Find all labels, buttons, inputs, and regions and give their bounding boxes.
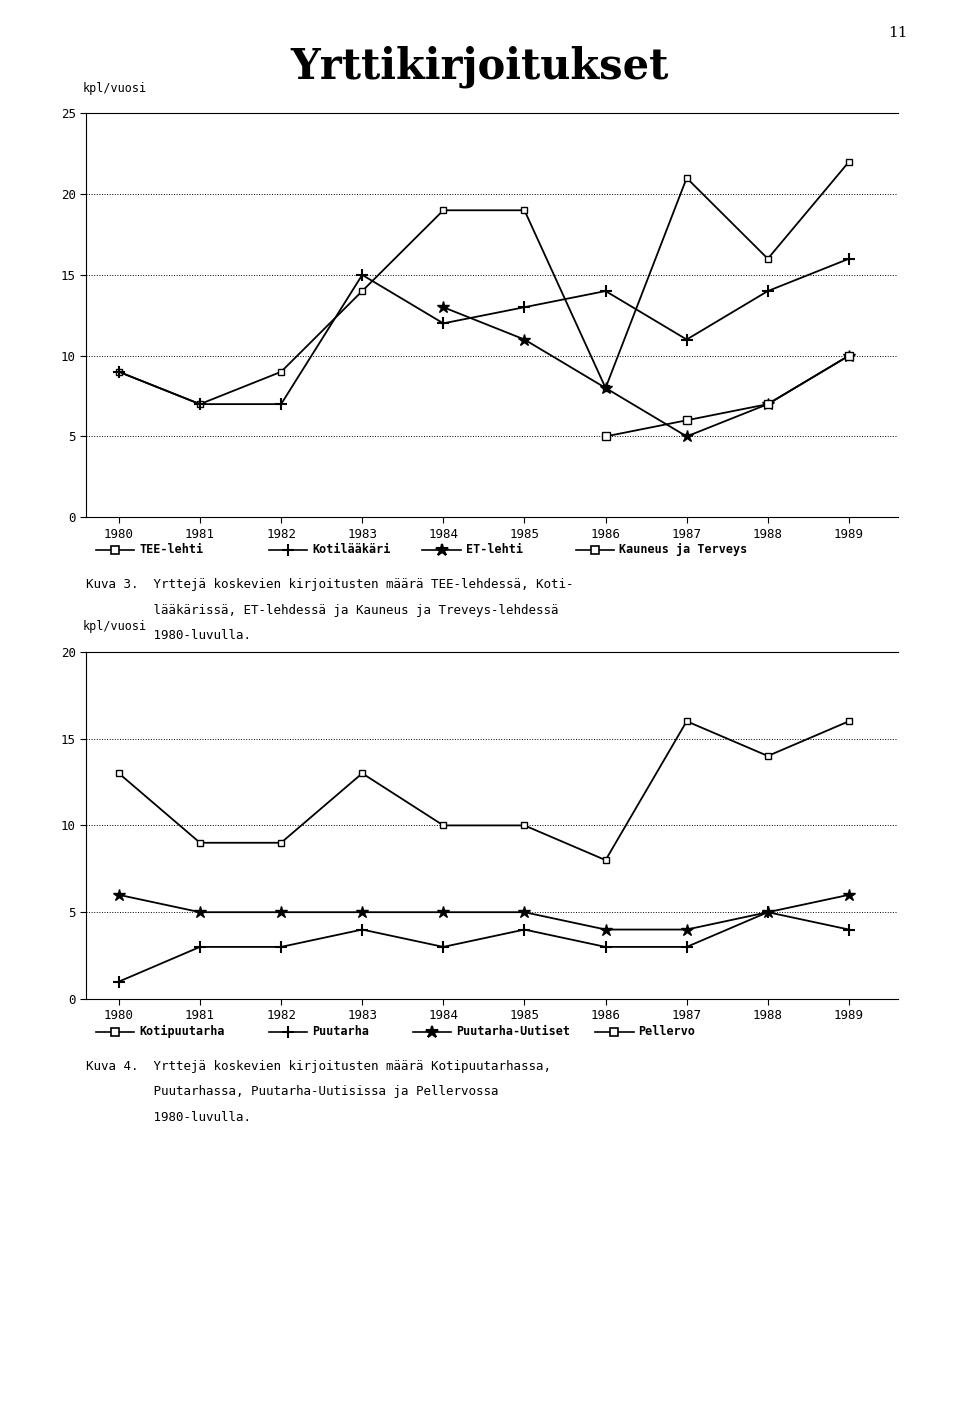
Text: ET-lehti: ET-lehti — [466, 543, 522, 557]
Text: lääkärissä, ET-lehdessä ja Kauneus ja Treveys-lehdessä: lääkärissä, ET-lehdessä ja Kauneus ja Tr… — [86, 604, 559, 616]
Text: kpl/vuosi: kpl/vuosi — [83, 82, 147, 95]
Text: 1980-luvulla.: 1980-luvulla. — [86, 629, 252, 642]
Text: 1980-luvulla.: 1980-luvulla. — [86, 1111, 252, 1124]
Text: Puutarhassa, Puutarha-Uutisissa ja Pellervossa: Puutarhassa, Puutarha-Uutisissa ja Pelle… — [86, 1085, 499, 1098]
Text: Yrttikirjoitukset: Yrttikirjoitukset — [291, 45, 669, 88]
Text: Puutarha: Puutarha — [312, 1024, 369, 1039]
Text: TEE-lehti: TEE-lehti — [139, 543, 204, 557]
Text: Kotipuutarha: Kotipuutarha — [139, 1024, 225, 1039]
Text: Kuva 3.  Yrttejä koskevien kirjoitusten määrä TEE-lehdessä, Koti-: Kuva 3. Yrttejä koskevien kirjoitusten m… — [86, 578, 574, 591]
Text: Kauneus ja Terveys: Kauneus ja Terveys — [619, 543, 748, 557]
Text: Puutarha-Uutiset: Puutarha-Uutiset — [456, 1024, 570, 1039]
Text: 11: 11 — [888, 26, 907, 40]
Text: Pellervo: Pellervo — [638, 1024, 695, 1039]
Text: kpl/vuosi: kpl/vuosi — [83, 619, 147, 633]
Text: Kuva 4.  Yrttejä koskevien kirjoitusten määrä Kotipuutarhassa,: Kuva 4. Yrttejä koskevien kirjoitusten m… — [86, 1060, 551, 1073]
Text: Kotilääkäri: Kotilääkäri — [312, 543, 391, 557]
